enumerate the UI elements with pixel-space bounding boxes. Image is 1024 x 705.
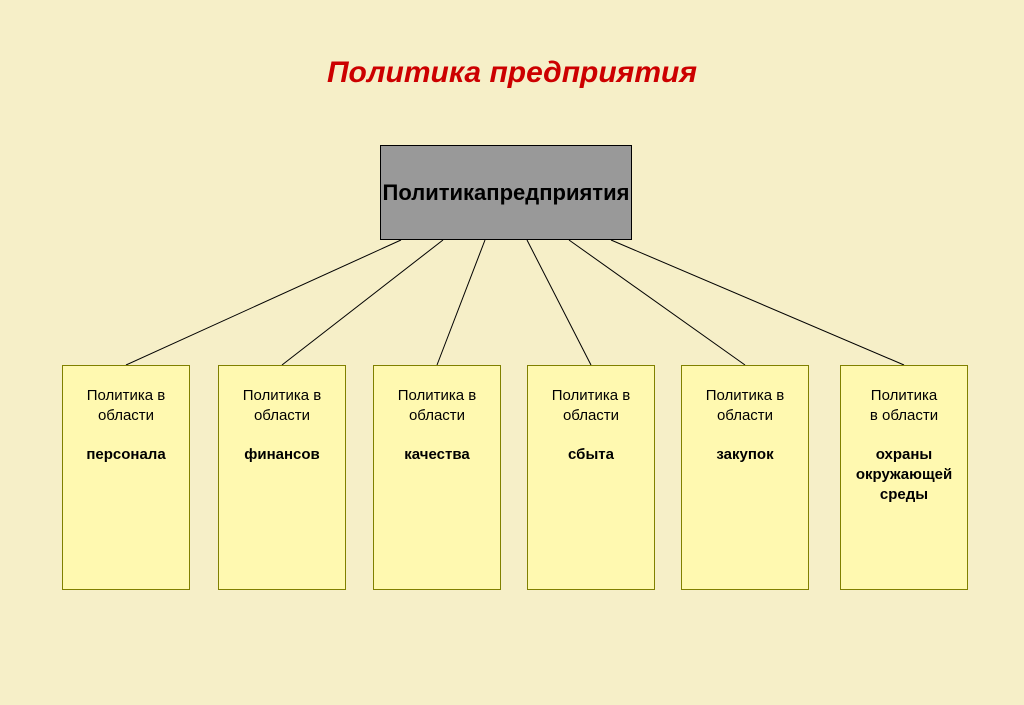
child-node: Политикав области охраныокружающейсреды (840, 365, 968, 590)
child-node-line1: Политика в (69, 386, 183, 406)
child-node-bold: персонала (69, 445, 183, 465)
child-node: Политика вобласти закупок (681, 365, 809, 590)
child-node-line1: Политика в (380, 386, 494, 406)
connector-line (611, 240, 904, 365)
connector-line (569, 240, 745, 365)
child-node-line2: области (69, 406, 183, 426)
child-node-line2: области (688, 406, 802, 426)
child-node-line1: Политика в (225, 386, 339, 406)
child-node-bold: качества (380, 445, 494, 465)
child-node-line1: Политика в (688, 386, 802, 406)
connector-line (527, 240, 591, 365)
connector-line (437, 240, 485, 365)
child-node-line1: Политика в (534, 386, 648, 406)
connector-line (282, 240, 443, 365)
child-node: Политика вобласти персонала (62, 365, 190, 590)
child-node-line2: в области (847, 406, 961, 426)
child-node-bold: сбыта (534, 445, 648, 465)
connector-line (126, 240, 401, 365)
child-node-line2: области (534, 406, 648, 426)
root-node-line: предприятия (486, 179, 629, 207)
connector-lines (0, 0, 1024, 705)
child-node-line2: области (225, 406, 339, 426)
child-node-line2: области (380, 406, 494, 426)
child-node-bold: охраныокружающейсреды (847, 445, 961, 506)
child-node-line1: Политика (847, 386, 961, 406)
slide-title: Политика предприятия (0, 56, 1024, 90)
child-node-bold: закупок (688, 445, 802, 465)
root-node-line: Политика (383, 179, 487, 207)
child-node: Политика вобласти финансов (218, 365, 346, 590)
child-node: Политика вобласти качества (373, 365, 501, 590)
child-node: Политика вобласти сбыта (527, 365, 655, 590)
root-node: Политикапредприятия (380, 145, 632, 240)
child-node-bold: финансов (225, 445, 339, 465)
